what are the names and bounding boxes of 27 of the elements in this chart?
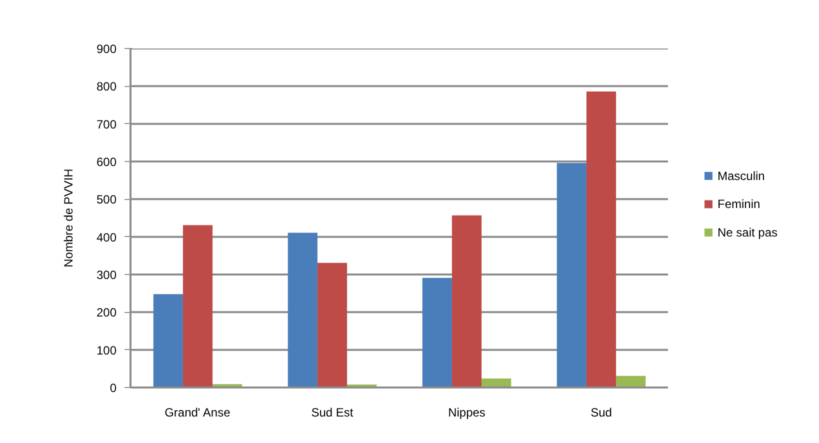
bar — [317, 262, 348, 388]
y-tick-label: 300 — [96, 268, 117, 282]
x-tick-label: Grand' Anse — [164, 406, 231, 420]
y-tick-label: 900 — [96, 42, 117, 56]
bar — [182, 225, 213, 388]
y-tick-label: 200 — [96, 306, 117, 320]
y-tick-label: 500 — [96, 192, 117, 207]
legend-label: Masculin — [718, 168, 765, 183]
bar — [288, 232, 318, 388]
y-tick-label: 800 — [96, 80, 117, 94]
y-tick-label: 700 — [96, 117, 117, 132]
x-tick-label: Sud Est — [311, 406, 354, 420]
bar — [586, 91, 616, 388]
bar — [153, 294, 183, 388]
bar — [422, 278, 452, 388]
x-tick-label: Sud — [590, 406, 612, 420]
bar — [452, 215, 482, 388]
y-tick-label: 400 — [96, 230, 117, 244]
y-tick-label: 600 — [96, 155, 117, 169]
x-tick-label: Nippes — [448, 406, 486, 420]
y-tick-label: 100 — [96, 343, 117, 358]
legend-label: Ne sait pas — [718, 226, 778, 240]
y-axis-title: Nombre de PVVIH — [61, 168, 76, 268]
bar — [556, 163, 586, 388]
legend-label: Feminin — [718, 197, 760, 212]
y-tick-label: 0 — [110, 381, 117, 395]
bar — [616, 376, 646, 388]
